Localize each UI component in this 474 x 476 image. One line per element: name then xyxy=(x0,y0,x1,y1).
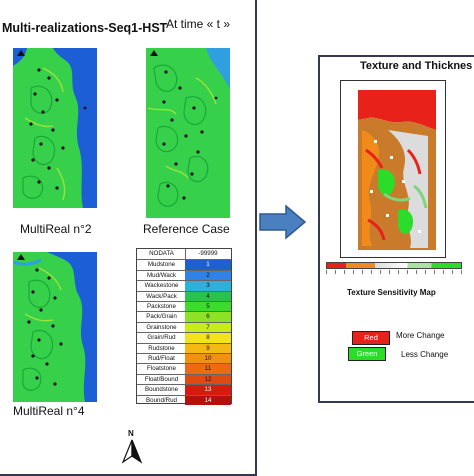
legend-nodata-name: NODATA xyxy=(138,249,186,260)
legend-facies-name: Bound/Rud xyxy=(138,395,186,405)
legend-row: Wackestone 3 xyxy=(137,280,231,291)
red-label: More Change xyxy=(396,331,445,340)
legend-row: Rudstone 9 xyxy=(137,342,231,353)
red-swatch: Red xyxy=(352,331,390,345)
legend-nodata-code: -99999 xyxy=(198,250,218,257)
legend-facies-swatch: 11 xyxy=(185,364,231,374)
legend-row: Grain/Rud 8 xyxy=(137,332,231,343)
legend-row: Floatstone 11 xyxy=(137,363,231,374)
legend-facies-name: Boundstone xyxy=(138,385,186,395)
facies-legend: NODATA -99999 Mudstone 1 Mud/Wack 2 Wackesto… xyxy=(136,248,232,405)
legend-facies-swatch: 2 xyxy=(185,270,231,281)
map-multireal-2 xyxy=(13,48,97,208)
map-multireal-4 xyxy=(13,252,97,402)
legend-facies-name: Mud/Wack xyxy=(138,270,186,281)
legend-row: Bound/Rud 14 xyxy=(137,394,231,405)
legend-facies-swatch: 14 xyxy=(185,395,231,405)
caption-multireal-2: MultiReal n°2 xyxy=(20,222,92,236)
legend-facies-name: Float/Bound xyxy=(138,374,186,385)
green-label: Less Change xyxy=(401,350,449,359)
legend-facies-swatch: 5 xyxy=(185,302,231,312)
legend-facies-name: Packstone xyxy=(138,302,186,312)
legend-facies-name: Rudstone xyxy=(138,343,186,353)
caption-reference-case: Reference Case xyxy=(143,222,230,236)
time-label: At time « t » xyxy=(166,17,231,31)
legend-facies-name: Pack/Grain xyxy=(138,312,186,322)
legend-facies-swatch: 8 xyxy=(185,333,231,343)
map-reference-case xyxy=(146,48,230,218)
green-swatch: Green xyxy=(348,347,386,361)
legend-facies-name: Wackestone xyxy=(138,281,186,291)
right-arrow-icon xyxy=(258,204,308,240)
legend-facies-swatch: 13 xyxy=(185,385,231,395)
legend-facies-name: Grain/Rud xyxy=(138,333,186,343)
sensitivity-map-caption: Texture Sensitivity Map xyxy=(347,288,436,297)
legend-row: Mudstone 1 xyxy=(137,259,231,270)
caption-multireal-4: MultiReal n°4 xyxy=(13,404,85,418)
north-label: N xyxy=(128,429,134,438)
legend-row: Grainstone 7 xyxy=(137,321,231,333)
legend-facies-swatch: 9 xyxy=(185,343,231,353)
legend-row: Mud/Wack 2 xyxy=(137,269,231,281)
legend-facies-swatch: 7 xyxy=(185,322,231,333)
legend-facies-swatch: 6 xyxy=(185,312,231,322)
legend-facies-swatch: 3 xyxy=(185,281,231,291)
legend-facies-name: Mudstone xyxy=(138,260,186,270)
legend-row: Packstone 5 xyxy=(137,301,231,312)
legend-facies-swatch: 4 xyxy=(185,291,231,301)
legend-row: Float/Bound 12 xyxy=(137,373,231,385)
legend-facies-swatch: 10 xyxy=(185,354,231,364)
legend-row: Wack/Pack 4 xyxy=(137,290,231,301)
legend-row: Rud/Float 10 xyxy=(137,353,231,364)
legend-row: Pack/Grain 6 xyxy=(137,311,231,322)
sensitivity-scale-bar xyxy=(326,262,462,269)
right-panel-title: Texture and Thicknes xyxy=(360,60,473,72)
scale-ticks xyxy=(326,270,462,274)
legend-facies-name: Wack/Pack xyxy=(138,291,186,301)
legend-facies-name: Grainstone xyxy=(138,322,186,333)
legend-nodata-row: NODATA -99999 xyxy=(137,249,231,260)
legend-facies-swatch: 12 xyxy=(185,374,231,385)
north-arrow-icon xyxy=(119,428,145,464)
legend-facies-name: Rud/Float xyxy=(138,354,186,364)
legend-facies-name: Floatstone xyxy=(138,364,186,374)
legend-row: Boundstone 13 xyxy=(137,384,231,395)
legend-facies-swatch: 1 xyxy=(185,260,231,270)
left-panel-title: Multi-realizations-Seq1-HST xyxy=(2,21,168,35)
texture-sensitivity-map xyxy=(358,90,436,250)
